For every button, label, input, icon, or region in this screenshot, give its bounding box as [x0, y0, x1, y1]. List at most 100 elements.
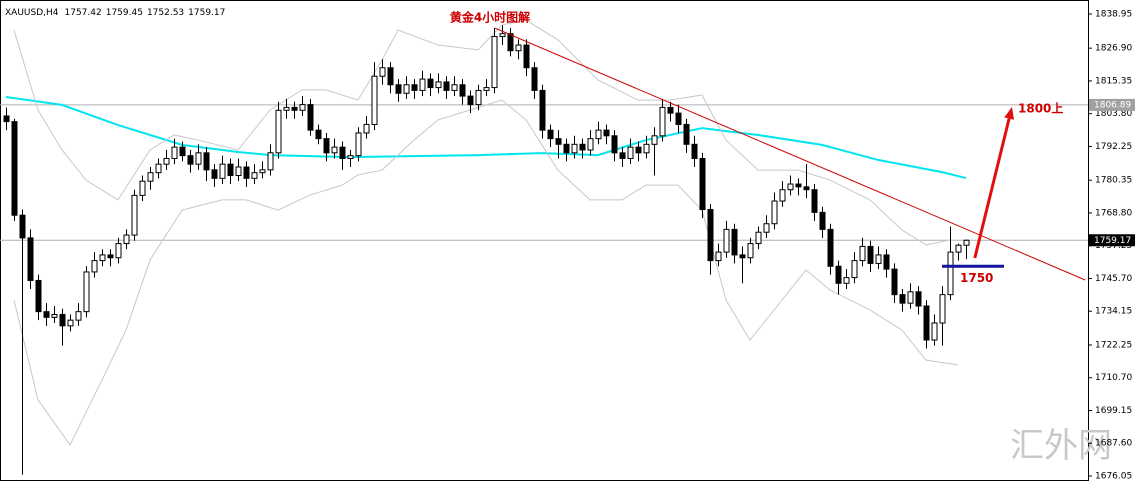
candle-body	[731, 228, 738, 256]
candle-body	[915, 291, 922, 307]
candle-body	[443, 81, 450, 91]
candle-body	[299, 104, 306, 111]
candle-body	[491, 36, 498, 89]
candle-body	[547, 129, 554, 140]
candle-body	[851, 260, 858, 279]
candle-body	[603, 129, 610, 137]
candle-body	[427, 78, 434, 89]
candle-body	[315, 129, 322, 140]
candle-body	[707, 209, 714, 262]
candle-body	[267, 152, 274, 171]
candle-body	[891, 268, 898, 296]
y-tick-label: 1780.35	[1095, 176, 1132, 186]
candle-body	[91, 260, 98, 273]
candle-body	[347, 155, 354, 159]
candle-body	[763, 223, 770, 233]
candle-body	[627, 146, 634, 159]
candle-body	[251, 172, 258, 179]
candle-body	[51, 313, 58, 318]
candle-body	[203, 152, 210, 171]
candle-body	[19, 214, 26, 239]
candle-body	[699, 157, 706, 211]
open: 1757.42	[65, 8, 102, 18]
candle-body	[947, 251, 954, 296]
candle-body	[843, 277, 850, 284]
last-price-box	[1089, 234, 1135, 247]
candle-body	[499, 33, 506, 38]
candle-body	[195, 152, 202, 165]
candle-body	[35, 279, 42, 313]
candle-body	[27, 237, 34, 281]
candle-body	[755, 231, 762, 245]
candle-body	[435, 81, 442, 89]
candle-body	[747, 243, 754, 259]
candle-body	[923, 305, 930, 341]
candle-body	[667, 106, 674, 114]
candle-body	[227, 163, 234, 177]
y-tick-label: 1803.80	[1095, 109, 1132, 119]
y-tick-label: 1710.70	[1095, 373, 1132, 383]
y-tick-label: 1734.15	[1095, 307, 1132, 317]
candle-body	[219, 163, 226, 179]
candle-body	[411, 84, 418, 91]
candle-body	[899, 294, 906, 304]
candle-body	[211, 169, 218, 179]
candle-body	[587, 138, 594, 151]
candle-body	[907, 291, 914, 304]
bollinger-band	[13, 19, 951, 246]
close: 1759.17	[188, 8, 225, 18]
candle-body	[163, 157, 170, 165]
candle-body	[115, 243, 122, 259]
candle-body	[179, 146, 186, 157]
candle-body	[371, 75, 378, 125]
candle-body	[403, 84, 410, 94]
candle-body	[939, 294, 946, 324]
candle-body	[3, 115, 10, 123]
candle-body	[419, 78, 426, 91]
candle-body	[59, 313, 66, 327]
candle-body	[11, 121, 18, 216]
candle-body	[507, 33, 514, 52]
chart-title: 黄金4小时图解	[450, 10, 530, 25]
candle-body	[683, 123, 690, 145]
y-tick-label: 1676.05	[1095, 472, 1132, 481]
candle-body	[259, 169, 266, 174]
candle-body	[171, 146, 178, 159]
y-tick-label: 1792.25	[1095, 142, 1132, 152]
symbol: XAUUSD,H4	[5, 8, 59, 18]
candle-body	[595, 129, 602, 140]
candle-body	[395, 84, 402, 94]
candle-body	[555, 138, 562, 145]
candle-body	[531, 67, 538, 91]
candle-body	[43, 311, 50, 318]
support-label: 1750	[960, 271, 993, 285]
y-tick-label: 1699.15	[1095, 406, 1132, 416]
last-price-label: 1759.17	[1094, 236, 1131, 246]
header: XAUUSD,H4 1757.42 1759.45 1752.53 1759.17	[5, 8, 225, 18]
candle-body	[323, 138, 330, 154]
candle-body	[651, 135, 658, 145]
candle-body	[83, 271, 90, 313]
candle-body	[355, 132, 362, 157]
candle-body	[635, 146, 642, 154]
candle-body	[715, 251, 722, 262]
candle-body	[139, 180, 146, 196]
y-tick-label: 1768.80	[1095, 208, 1132, 218]
candle-body	[795, 183, 802, 188]
candle-body	[787, 183, 794, 191]
y-tick-label: 1745.70	[1095, 274, 1132, 284]
candle-body	[331, 146, 338, 154]
candle-body	[827, 228, 834, 267]
candle-body	[811, 189, 818, 213]
candle-body	[155, 163, 162, 174]
candle-body	[779, 189, 786, 202]
candle-body	[459, 84, 466, 97]
candle-body	[883, 254, 890, 270]
y-tick-label: 1722.25	[1095, 340, 1132, 350]
candle-body	[99, 254, 106, 262]
candle-body	[283, 106, 290, 111]
candle-body	[131, 194, 138, 236]
candle-body	[691, 143, 698, 159]
candle-body	[387, 67, 394, 86]
